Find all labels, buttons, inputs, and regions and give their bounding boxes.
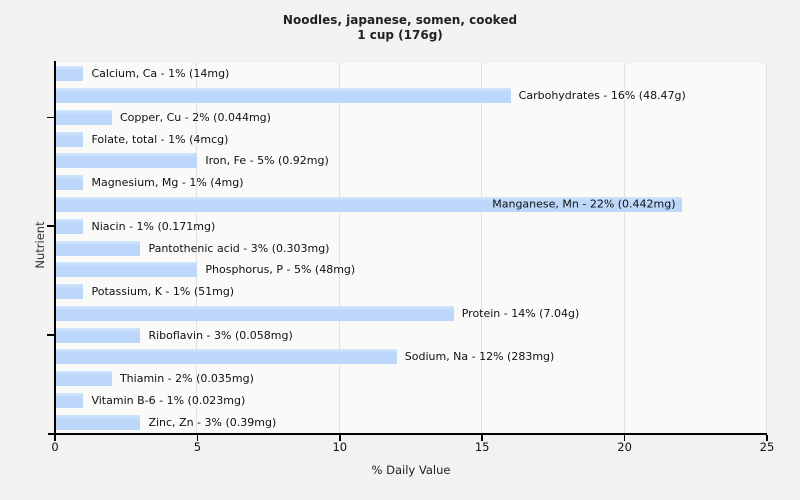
bar-label: Folate, total - 1% (4mcg) — [91, 132, 229, 146]
chart-title-line1: Noodles, japanese, somen, cooked — [282, 13, 518, 27]
bar-label: Sodium, Na - 12% (283mg) — [404, 350, 555, 364]
gridline — [338, 63, 340, 433]
bar-label: Pantothenic acid - 3% (0.303mg) — [148, 241, 330, 255]
bar-label: Copper, Cu - 2% (0.044mg) — [119, 110, 271, 124]
bar-row: Iron, Fe - 5% (0.92mg) — [55, 150, 767, 172]
bar — [55, 262, 198, 278]
bar-row: Vitamin B-6 - 1% (0.023mg) — [55, 389, 767, 411]
x-tick — [339, 434, 341, 441]
bar-label: Carbohydrates - 16% (48.47g) — [518, 89, 686, 103]
x-axis-title: % Daily Value — [371, 463, 451, 477]
bar-row: Copper, Cu - 2% (0.044mg) — [55, 107, 767, 129]
bar-label: Riboflavin - 3% (0.058mg) — [148, 328, 293, 342]
bar-label: Thiamin - 2% (0.035mg) — [119, 372, 254, 386]
bar-row: Protein - 14% (7.04g) — [55, 302, 767, 324]
bar — [55, 240, 141, 256]
x-tick — [481, 434, 483, 441]
x-tick-label: 15 — [474, 440, 490, 454]
bar — [55, 109, 112, 125]
x-axis-line — [48, 433, 767, 435]
bar — [55, 392, 84, 408]
bar — [55, 88, 511, 104]
chart-title: Noodles, japanese, somen, cooked 1 cup (… — [0, 13, 800, 43]
y-axis-line — [54, 61, 56, 433]
x-tick — [196, 434, 199, 441]
x-tick-label: 5 — [193, 440, 202, 454]
bar-row: Manganese, Mn - 22% (0.442mg) — [55, 194, 767, 216]
bar-label: Protein - 14% (7.04g) — [461, 306, 580, 320]
bar — [55, 153, 198, 169]
bar-label: Phosphorus, P - 5% (48mg) — [205, 263, 356, 277]
bar — [55, 284, 84, 300]
bar-label: Calcium, Ca - 1% (14mg) — [91, 67, 230, 81]
x-tick — [54, 434, 56, 441]
bar-row: Phosphorus, P - 5% (48mg) — [55, 259, 767, 281]
bar-row: Thiamin - 2% (0.035mg) — [55, 368, 767, 390]
bar-label: Iron, Fe - 5% (0.92mg) — [205, 154, 329, 168]
bar-label: Niacin - 1% (0.171mg) — [91, 219, 216, 233]
bar — [55, 305, 454, 321]
bar — [55, 218, 84, 234]
gridline — [623, 63, 625, 433]
bar-label: Manganese, Mn - 22% (0.442mg) — [492, 197, 676, 211]
bar-row: Carbohydrates - 16% (48.47g) — [55, 85, 767, 107]
x-tick-label: 10 — [332, 440, 348, 454]
gridline — [196, 63, 198, 433]
gridline — [766, 63, 767, 433]
bar — [55, 414, 141, 430]
bar-label: Vitamin B-6 - 1% (0.023mg) — [91, 393, 246, 407]
x-tick-label: 20 — [617, 440, 632, 454]
chart-title-line2: 1 cup (176g) — [357, 28, 443, 42]
bar-row: Zinc, Zn - 3% (0.39mg) — [55, 411, 767, 433]
plot-area: Calcium, Ca - 1% (14mg) Carbohydrates - 1… — [55, 63, 767, 433]
x-tick — [623, 434, 626, 441]
x-tick — [766, 434, 768, 441]
bar-row: Magnesium, Mg - 1% (4mg) — [55, 172, 767, 194]
bar-row: Potassium, K - 1% (51mg) — [55, 281, 767, 303]
bar-row: Pantothenic acid - 3% (0.303mg) — [55, 237, 767, 259]
bar-row: Riboflavin - 3% (0.058mg) — [55, 324, 767, 346]
bar-label: Magnesium, Mg - 1% (4mg) — [91, 176, 244, 190]
bar-rows: Calcium, Ca - 1% (14mg) Carbohydrates - 1… — [55, 63, 767, 433]
bar — [55, 371, 112, 387]
bar-row: Calcium, Ca - 1% (14mg) — [55, 63, 767, 85]
bar — [55, 349, 397, 365]
y-tick — [47, 116, 55, 119]
x-tick-label: 0 — [51, 440, 59, 454]
bar: Manganese, Mn - 22% (0.442mg) — [55, 196, 682, 212]
bar-label: Zinc, Zn - 3% (0.39mg) — [148, 415, 277, 429]
bar — [55, 175, 84, 191]
y-tick — [47, 334, 55, 336]
bar-row: Niacin - 1% (0.171mg) — [55, 215, 767, 237]
bar-row: Sodium, Na - 12% (283mg) — [55, 346, 767, 368]
y-tick — [47, 225, 55, 227]
x-tick-label: 25 — [759, 440, 775, 454]
bar-row: Folate, total - 1% (4mcg) — [55, 128, 767, 150]
bar — [55, 327, 141, 343]
bar — [55, 66, 84, 82]
bar — [55, 131, 84, 147]
bar-label: Potassium, K - 1% (51mg) — [91, 285, 235, 299]
y-axis-title: Nutrient — [33, 221, 47, 269]
gridline — [481, 63, 483, 433]
